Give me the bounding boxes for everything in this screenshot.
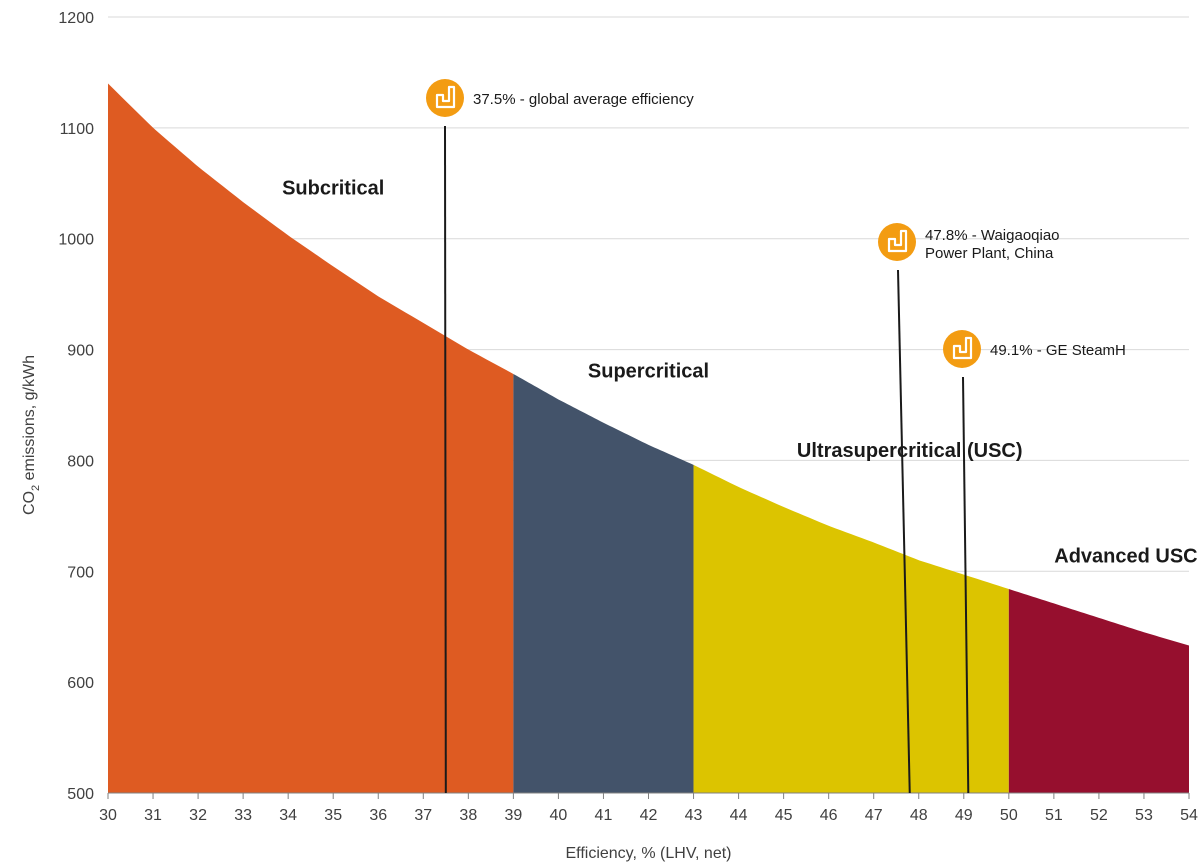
annotation-leader-line <box>962 376 970 794</box>
x-tick-label-38: 38 <box>459 807 477 824</box>
region-label-ultrasupercritical-usc: Ultrasupercritical (USC) <box>797 440 1023 462</box>
x-axis-title: Efficiency, % (LHV, net) <box>566 845 732 862</box>
y-axis-ticks: 500 600 700 800 900 1000 1100 1200 <box>58 10 94 803</box>
annotation-leader-line <box>897 269 911 794</box>
annotation-text-line: Power Plant, China <box>925 245 1054 262</box>
y-axis-title-subscript: 2 <box>30 485 42 491</box>
y-tick-label-1200: 1200 <box>58 10 94 27</box>
power-plant-icon-glyph <box>887 229 908 253</box>
y-tick-label-1000: 1000 <box>58 232 94 249</box>
y-axis-title-rest: emissions, g/kWh <box>21 355 38 485</box>
x-tick-label-35: 35 <box>324 807 342 824</box>
power-plant-icon-glyph <box>952 336 973 360</box>
x-tick-label-44: 44 <box>730 807 748 824</box>
power-plant-icon-glyph <box>435 85 456 109</box>
x-tick-label-43: 43 <box>685 807 703 824</box>
x-tick-label-37: 37 <box>414 807 432 824</box>
x-tick-label-51: 51 <box>1045 807 1063 824</box>
annotations: 37.5% - global average efficiency 47.8% -… <box>426 79 1126 794</box>
y-axis-title: CO2 emissions, g/kWh <box>21 355 42 515</box>
x-tick-label-40: 40 <box>550 807 568 824</box>
region-ultrasupercritical-usc <box>693 464 1009 793</box>
x-tick-label-53: 53 <box>1135 807 1153 824</box>
power-plant-icon <box>878 223 916 261</box>
y-tick-label-500: 500 <box>67 786 94 803</box>
x-tick-label-46: 46 <box>820 807 838 824</box>
region-subcritical <box>108 83 514 793</box>
x-tick-label-49: 49 <box>955 807 973 824</box>
x-tick-label-36: 36 <box>369 807 387 824</box>
power-plant-icon <box>943 330 981 368</box>
power-plant-icon-bg <box>878 223 916 261</box>
x-tick-label-30: 30 <box>99 807 117 824</box>
annotation-leader-line <box>444 125 447 794</box>
x-tick-label-54: 54 <box>1180 807 1198 824</box>
x-tick-label-31: 31 <box>144 807 162 824</box>
region-labels: Subcritical Supercritical Ultrasupercritic… <box>282 177 1198 567</box>
y-tick-label-900: 900 <box>67 343 94 360</box>
x-tick-label-41: 41 <box>595 807 613 824</box>
annotation-2: 49.1% - GE SteamH <box>943 330 1126 794</box>
x-tick-label-48: 48 <box>910 807 928 824</box>
annotation-text-line: 47.8% - Waigaoqiao <box>925 227 1060 244</box>
x-tick-label-39: 39 <box>504 807 522 824</box>
annotation-text-line: 37.5% - global average efficiency <box>473 91 694 108</box>
x-axis-ticks: 30 31 32 33 34 35 36 37 38 39 40 41 42 43 44 45 46 47 48 49… <box>99 793 1198 824</box>
power-plant-icon-bg <box>426 79 464 117</box>
technology-regions <box>108 83 1189 793</box>
y-axis-title-main: CO <box>21 491 38 515</box>
x-tick-label-42: 42 <box>640 807 658 824</box>
y-tick-label-800: 800 <box>67 453 94 470</box>
annotation-text-line: 49.1% - GE SteamH <box>990 342 1126 359</box>
region-supercritical <box>513 373 694 793</box>
x-tick-label-34: 34 <box>279 807 297 824</box>
y-tick-label-1100: 1100 <box>60 121 95 138</box>
annotation-0: 37.5% - global average efficiency <box>426 79 694 794</box>
x-tick-label-50: 50 <box>1000 807 1018 824</box>
y-tick-label-600: 600 <box>67 675 94 692</box>
x-tick-label-47: 47 <box>865 807 883 824</box>
y-tick-label-700: 700 <box>67 564 94 581</box>
x-tick-label-33: 33 <box>234 807 252 824</box>
power-plant-icon <box>426 79 464 117</box>
region-label-advanced-usc: Advanced USC <box>1054 545 1197 567</box>
x-tick-label-52: 52 <box>1090 807 1108 824</box>
power-plant-icon-bg <box>943 330 981 368</box>
region-label-supercritical: Supercritical <box>588 360 709 382</box>
region-advanced-usc <box>1008 589 1189 793</box>
x-tick-label-32: 32 <box>189 807 207 824</box>
region-label-subcritical: Subcritical <box>282 177 384 199</box>
x-tick-label-45: 45 <box>775 807 793 824</box>
